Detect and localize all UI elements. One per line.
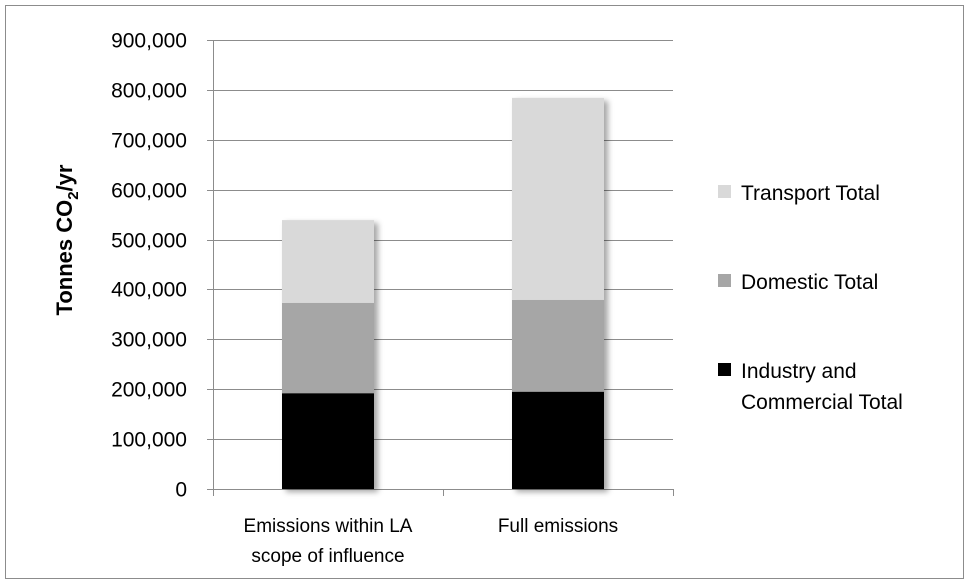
legend-swatch <box>718 363 731 376</box>
bar-segment <box>282 302 374 394</box>
legend-swatch <box>718 274 731 287</box>
legend-label: Industry and <box>741 360 857 383</box>
y-tick-label: 800,000 <box>111 80 187 103</box>
legend-label: Transport Total <box>741 182 880 205</box>
chart-frame <box>5 5 964 579</box>
bar-segment <box>512 299 604 392</box>
x-category-label: scope of influence <box>251 546 404 567</box>
x-category-label: Emissions within LA <box>244 516 413 537</box>
legend-swatch <box>718 185 731 198</box>
y-tick-labels: 0 100,000 200,000 300,000 400,000 500,000 600,… <box>111 30 187 502</box>
axes <box>207 40 674 496</box>
bar-segment <box>282 220 374 303</box>
y-tick-label: 200,000 <box>111 379 187 402</box>
x-category-label: Full emissions <box>498 516 618 537</box>
bar-segment <box>512 391 604 489</box>
y-tick-label: 400,000 <box>111 279 187 302</box>
y-tick-label: 500,000 <box>111 230 187 253</box>
legend-label: Domestic Total <box>741 271 878 294</box>
y-tick-label: 900,000 <box>111 30 187 53</box>
bar-segment <box>512 97 604 300</box>
bar-stack <box>512 97 604 489</box>
y-axis-title: Tonnes CO2/yr <box>52 164 82 315</box>
y-tick-label: 700,000 <box>111 130 187 153</box>
y-tick-label: 0 <box>175 479 187 502</box>
bar-stack <box>282 220 374 489</box>
y-tick-label: 600,000 <box>111 180 187 203</box>
bar-segment <box>282 393 374 489</box>
legend: Transport Total Domestic Total Industry an… <box>718 182 903 414</box>
x-category-labels: Emissions within LA scope of influence Ful… <box>244 516 619 567</box>
legend-label: Commercial Total <box>741 391 903 414</box>
bars <box>282 97 604 489</box>
y-tick-label: 300,000 <box>111 329 187 352</box>
y-tick-label: 100,000 <box>111 429 187 452</box>
